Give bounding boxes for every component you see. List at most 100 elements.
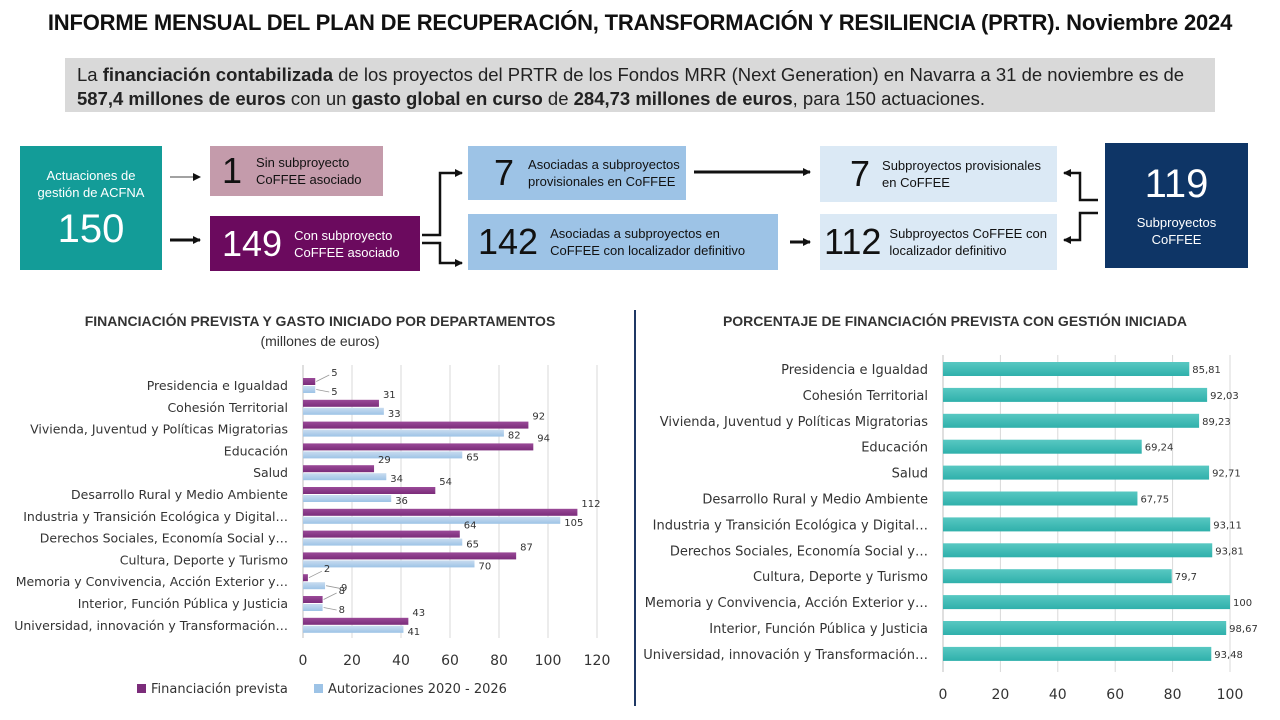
data-label: 69,24 — [1145, 443, 1174, 454]
bar — [303, 538, 463, 546]
data-label: 105 — [564, 518, 583, 529]
asociadas-definitivo-label: Asociadas a subproyectos en CoFFEE con l… — [550, 226, 746, 258]
x-tick-label: 100 — [535, 653, 562, 669]
data-label: 67,75 — [1140, 495, 1169, 506]
category-label: Salud — [892, 467, 928, 482]
category-label: Memoria y Convivencia, Acción Exterior y… — [16, 574, 288, 589]
asociadas-definitivo-value: 142 — [478, 221, 539, 262]
bar — [303, 378, 316, 385]
bar — [943, 646, 1212, 661]
data-label: 34 — [390, 474, 403, 485]
panel-divider — [634, 310, 636, 706]
bar — [303, 530, 460, 538]
bar — [943, 491, 1138, 506]
category-label: Interior, Función Pública y Justicia — [709, 622, 928, 637]
category-label: Presidencia e Igualdad — [781, 363, 928, 378]
bar — [943, 543, 1213, 558]
data-label: 65 — [466, 452, 479, 463]
leader-line — [316, 389, 330, 393]
summary-box: La financiación contabilizada de los pro… — [65, 58, 1215, 112]
category-label: Derechos Sociales, Economía Social y… — [40, 531, 288, 546]
data-label: 36 — [395, 496, 408, 507]
sin-subproyecto-label: Sin subproyecto CoFFEE asociado — [256, 155, 362, 187]
leader-line — [323, 607, 337, 611]
bar — [303, 574, 308, 582]
category-label: Cultura, Deporte y Turismo — [753, 570, 928, 585]
category-label: Derechos Sociales, Economía Social y… — [670, 544, 928, 559]
asociadas-provisionales-value: 7 — [494, 152, 515, 193]
acfna-value: 150 — [57, 207, 125, 251]
bar — [303, 407, 384, 415]
bar — [943, 621, 1227, 635]
bar — [303, 625, 404, 633]
category-label: Universidad, innovación y Transformación… — [14, 618, 288, 633]
data-label: 100 — [1233, 598, 1252, 609]
data-label: 8 — [339, 586, 345, 597]
category-label: Educación — [224, 443, 288, 458]
data-label: 79,7 — [1175, 572, 1197, 583]
right-chart-title: PORCENTAJE DE FINANCIACIÓN PREVISTA CON … — [722, 313, 1188, 329]
leader-line — [308, 570, 323, 579]
category-label: Educación — [861, 441, 928, 456]
x-tick-label: 20 — [991, 687, 1009, 703]
data-label: 112 — [581, 499, 600, 510]
leader-line — [316, 374, 330, 382]
total-subproyectos-box: 119 Subproyectos CoFFEE — [1105, 143, 1248, 268]
summary-bold: 587,4 millones de euros — [77, 88, 286, 109]
category-label: Cohesión Territorial — [803, 389, 928, 404]
bar — [943, 465, 1210, 480]
bar — [943, 517, 1211, 532]
data-label: 64 — [464, 521, 477, 532]
category-label: Salud — [253, 465, 288, 480]
asociadas-provisionales-label: Asociadas a subproyectos provisionales e… — [528, 157, 680, 189]
data-label: 2 — [324, 564, 330, 575]
arrow-total-prov — [1063, 169, 1098, 202]
left-chart-subtitle: (millones de euros) — [260, 333, 380, 349]
left-chart-title: FINANCIACIÓN PREVISTA Y GASTO INICIADO P… — [84, 313, 556, 329]
data-label: 31 — [383, 390, 396, 401]
data-label: 85,81 — [1192, 365, 1221, 376]
bar — [303, 508, 578, 516]
data-label: 87 — [520, 542, 533, 553]
data-label: 65 — [466, 540, 479, 551]
bar — [943, 387, 1208, 402]
data-label: 8 — [339, 605, 345, 616]
bar — [943, 595, 1230, 610]
bar — [303, 487, 436, 494]
x-tick-label: 80 — [1164, 687, 1182, 703]
sin-subproyecto-value: 1 — [222, 150, 243, 191]
x-tick-label: 60 — [1106, 687, 1124, 703]
data-label: 92 — [532, 412, 545, 423]
summary-text: de los proyectos del PRTR de los Fondos … — [332, 64, 1185, 85]
bar — [303, 443, 534, 451]
total-subproyectos-value: 119 — [1144, 161, 1209, 206]
category-label: Vivienda, Juventud y Políticas Migratori… — [660, 415, 928, 430]
data-label: 33 — [388, 409, 401, 420]
category-label: Desarrollo Rural y Medio Ambiente — [702, 493, 928, 508]
category-label: Interior, Función Pública y Justicia — [78, 596, 288, 611]
x-tick-label: 0 — [939, 687, 948, 703]
category-label: Vivienda, Juventud y Políticas Migratori… — [30, 422, 288, 437]
bar — [303, 429, 504, 437]
bar — [303, 617, 409, 625]
summary-text: , para 150 actuaciones. — [792, 88, 985, 109]
page-title: INFORME MENSUAL DEL PLAN DE RECUPERACIÓN… — [47, 10, 1233, 35]
x-tick-label: 20 — [343, 653, 361, 669]
subproyectos-definitivo-value: 112 — [824, 221, 882, 262]
category-label: Memoria y Convivencia, Acción Exterior y… — [645, 596, 928, 611]
flow-arrows — [170, 168, 1098, 267]
arrow-total-def — [1063, 211, 1098, 244]
data-label: 98,67 — [1229, 624, 1258, 635]
summary-bold: 284,73 millones de euros — [573, 88, 793, 109]
summary-text: con un — [285, 88, 352, 109]
data-label: 43 — [412, 608, 425, 619]
asociadas-definitivo-box: 142 Asociadas a subproyectos en CoFFEE c… — [468, 214, 778, 270]
arrow-con-def — [422, 241, 463, 267]
percentage-bar-chart: 0 20 40 60 80 100 Presidencia e Igualdad 85,81 C… — [643, 355, 1258, 703]
data-label: 54 — [439, 477, 452, 488]
category-label: Industria y Transición Ecológica y Digit… — [653, 518, 928, 533]
data-label: 92,03 — [1210, 391, 1239, 402]
leader-line — [325, 585, 340, 589]
con-subproyecto-label: Con subproyecto CoFFEE asociado — [294, 227, 400, 260]
legend-swatch — [314, 684, 323, 693]
